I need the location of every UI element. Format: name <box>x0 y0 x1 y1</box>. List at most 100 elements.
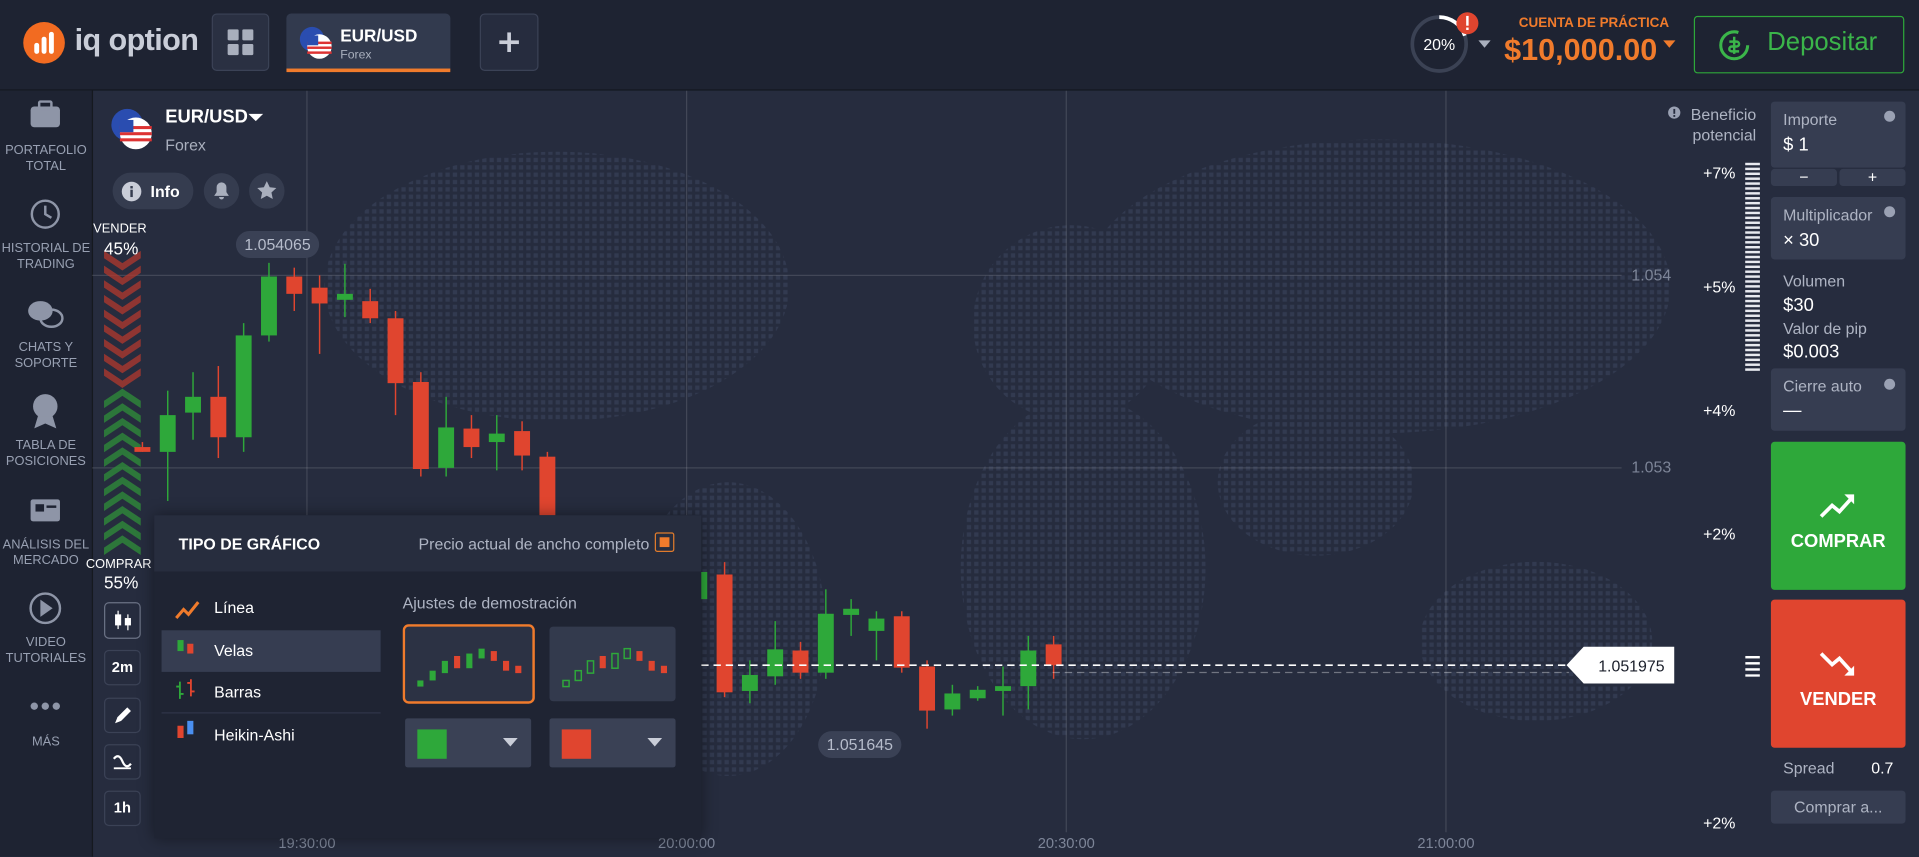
add-tab-button[interactable] <box>479 13 539 71</box>
chevron <box>104 447 141 467</box>
profit-scale-label: +7% <box>1703 163 1736 183</box>
candle-body <box>463 428 480 448</box>
candle-body <box>210 396 227 438</box>
account-type: CUENTA DE PRÁCTICA <box>1518 15 1670 31</box>
instrument-symbol[interactable]: EUR/USD <box>165 106 248 128</box>
x-tick-label: 19:30:00 <box>278 836 335 852</box>
meter-tick <box>1745 368 1760 371</box>
chevron <box>104 339 141 359</box>
panel-header <box>154 515 702 572</box>
help-icons <box>1884 110 1896 390</box>
volume-value: $30 <box>1783 294 1814 316</box>
alert-favorite-buttons[interactable] <box>203 173 289 210</box>
logo-icon <box>23 22 65 64</box>
sell-sentiment-value: 45% <box>104 238 139 259</box>
meter-tick <box>1745 348 1760 352</box>
profit-scale-label: +2% <box>1703 525 1736 544</box>
chart-type-selected[interactable] <box>161 629 381 672</box>
logo-text: iq option <box>74 23 199 58</box>
chevron <box>104 265 141 286</box>
meter-tick <box>1745 299 1760 303</box>
buy-at-button[interactable]: Comprar a... <box>1770 790 1906 824</box>
buy-sentiment-label: COMPRAR <box>85 556 152 572</box>
buy-label: COMPRAR <box>1790 531 1886 552</box>
candle-body <box>311 287 328 304</box>
indicators-button[interactable] <box>104 744 141 780</box>
candle-body <box>185 396 201 413</box>
x-tick-label: 21:00:00 <box>1417 836 1474 852</box>
flag-icon <box>299 26 332 59</box>
progress-widget[interactable] <box>1405 10 1503 79</box>
sidebar-label[interactable]: TABLA DE POSICIONES <box>5 438 86 469</box>
meter-tick <box>1745 270 1760 273</box>
candle-body <box>159 415 176 452</box>
info-icon <box>121 181 142 202</box>
instrument-caret <box>248 113 264 122</box>
meter-tick <box>1745 221 1760 224</box>
buy-icon <box>1819 494 1855 518</box>
candle-body <box>969 689 986 699</box>
sidebar-label[interactable]: PORTAFOLIO TOTAL <box>5 143 87 174</box>
apps-button[interactable] <box>211 13 270 71</box>
price-pill <box>235 231 320 258</box>
meter-tick <box>1745 177 1760 180</box>
chart-type-button[interactable] <box>104 602 141 639</box>
chart-type-label: Heikin-Ashi <box>214 725 295 744</box>
sidebar-label[interactable]: ANÁLISIS DEL MERCADO <box>2 537 90 568</box>
multiplier-box[interactable] <box>1770 197 1906 260</box>
sidebar <box>0 90 94 857</box>
candle-body <box>134 447 151 452</box>
candle-body <box>261 276 277 336</box>
balance[interactable]: $10,000.00 <box>1504 33 1658 68</box>
style-previews[interactable] <box>402 624 680 771</box>
meter-tick <box>1745 324 1760 327</box>
candle-body <box>235 335 252 438</box>
meter-tick <box>1745 197 1760 200</box>
sell-button[interactable] <box>1770 599 1906 748</box>
candle-body <box>438 427 455 468</box>
instrument-market: Forex <box>165 135 206 155</box>
chevron <box>104 368 141 388</box>
full-width-option[interactable]: Precio actual de ancho completo <box>418 534 650 554</box>
price-pill-label: 1.051645 <box>827 737 893 754</box>
candle-body <box>868 618 885 631</box>
meter-tick <box>1745 250 1760 254</box>
full-width-checkbox[interactable] <box>654 532 675 552</box>
decrease-button[interactable]: − <box>1770 168 1837 187</box>
x-tick-label: 20:00:00 <box>658 836 715 852</box>
timeframe-button[interactable]: 2m <box>104 649 141 686</box>
increase-button[interactable]: + <box>1839 168 1906 187</box>
deposit-button[interactable] <box>1693 15 1905 74</box>
buy-button[interactable] <box>1770 441 1906 590</box>
amount-label: Importe <box>1783 110 1838 129</box>
meter-tick <box>1745 241 1760 244</box>
auto-close-box[interactable] <box>1770 368 1906 431</box>
meter-tick <box>1745 211 1760 215</box>
period-button[interactable]: 1h <box>104 790 141 827</box>
sidebar-label[interactable]: CHATS Y SOPORTE <box>14 340 78 371</box>
candle-body <box>843 608 860 615</box>
sidebar-label[interactable]: HISTORIAL DE TRADING <box>1 241 91 272</box>
draw-button[interactable] <box>104 697 141 734</box>
chevron <box>104 309 141 330</box>
meter-tick <box>1745 245 1760 249</box>
chevron <box>104 520 141 541</box>
profit-scale-label: +4% <box>1703 401 1736 420</box>
meter-tick <box>1745 358 1760 362</box>
candle-body <box>792 650 809 673</box>
chart-type-row[interactable] <box>161 672 381 714</box>
info-label: Info <box>150 182 180 201</box>
multiplier-value: × 30 <box>1783 230 1820 251</box>
sidebar-label[interactable]: VIDEO TUTORIALES <box>5 635 87 666</box>
meter-tick <box>1745 226 1760 229</box>
chevron <box>104 506 141 526</box>
meter-tick <box>1745 353 1760 357</box>
price-handle[interactable] <box>1745 655 1760 677</box>
amount-value: $ 1 <box>1783 134 1809 156</box>
tab-symbol: EUR/USD <box>340 25 418 46</box>
spread-value: 0.7 <box>1871 758 1894 778</box>
sidebar-label[interactable]: MÁS <box>31 734 60 749</box>
candle-body <box>1020 650 1037 687</box>
amount-box[interactable] <box>1770 101 1906 168</box>
